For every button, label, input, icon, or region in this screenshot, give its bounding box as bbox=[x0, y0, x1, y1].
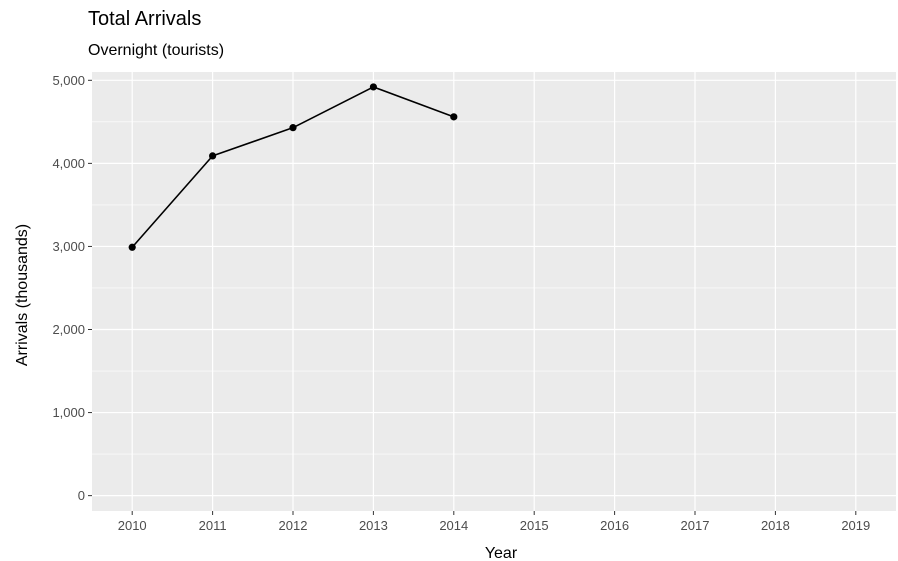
x-tick-label: 2011 bbox=[199, 518, 227, 533]
y-tick-label: 5,000 bbox=[52, 73, 85, 88]
x-tick-label: 2019 bbox=[841, 518, 870, 533]
chart-subtitle: Overnight (tourists) bbox=[88, 42, 225, 59]
y-tick-label: 4,000 bbox=[52, 156, 85, 171]
x-tick-label: 2010 bbox=[118, 518, 147, 533]
x-tick-label: 2012 bbox=[279, 518, 308, 533]
x-tick-label: 2016 bbox=[600, 518, 629, 533]
y-tick-label: 3,000 bbox=[52, 239, 85, 254]
x-tick-label: 2013 bbox=[359, 518, 388, 533]
data-point bbox=[128, 243, 136, 251]
x-tick-label: 2017 bbox=[681, 518, 710, 533]
x-tick-label: 2014 bbox=[439, 518, 468, 533]
data-point bbox=[209, 152, 217, 160]
x-tick-label: 2018 bbox=[761, 518, 790, 533]
y-tick-label: 0 bbox=[78, 488, 85, 503]
plot-panel bbox=[92, 72, 896, 511]
x-tick-label: 2015 bbox=[520, 518, 549, 533]
chart-title: Total Arrivals bbox=[88, 8, 202, 30]
data-point bbox=[450, 113, 458, 121]
data-point bbox=[289, 124, 297, 132]
data-point bbox=[369, 83, 377, 91]
y-axis-title: Arrivals (thousands) bbox=[14, 224, 31, 366]
y-tick-label: 1,000 bbox=[52, 405, 85, 420]
y-tick-label: 2,000 bbox=[52, 322, 85, 337]
x-axis-title: Year bbox=[485, 545, 518, 561]
